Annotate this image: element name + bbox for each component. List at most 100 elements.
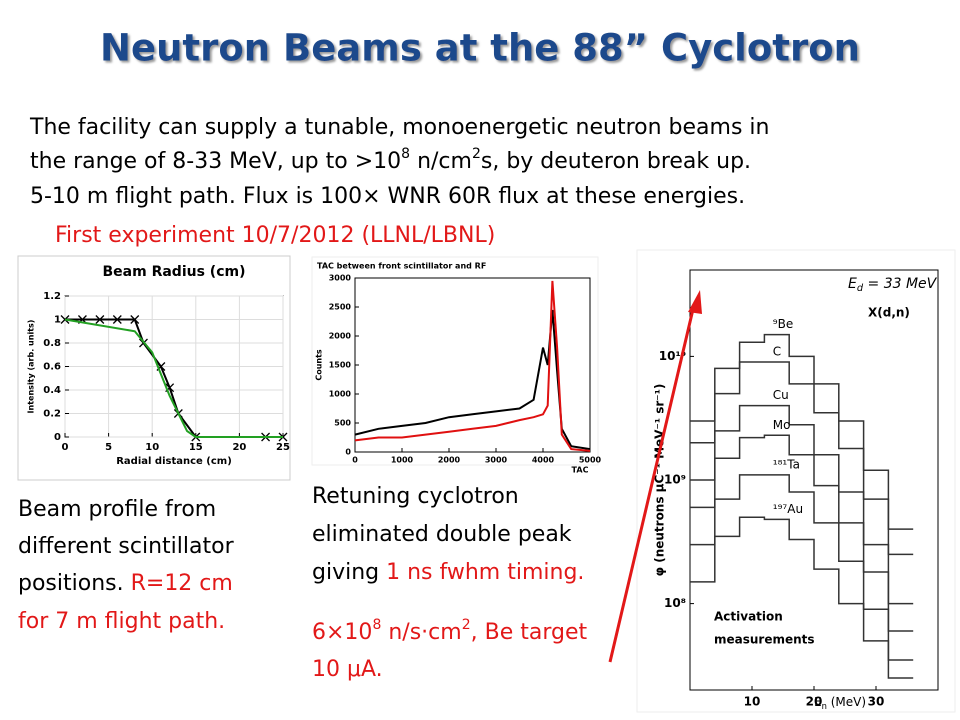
y-tick-label: 0.4 xyxy=(43,385,61,396)
y-tick-label: 1000 xyxy=(329,390,352,399)
y-tick-label: 500 xyxy=(334,419,351,428)
series-step xyxy=(690,516,914,679)
text: s, by deuteron break up. xyxy=(481,149,751,174)
x-tick-label: 30 xyxy=(868,695,885,709)
x-axis-label: TAC xyxy=(572,466,589,475)
chart-title: Ed = 33 MeV xyxy=(848,276,938,294)
text: = 33 MeV xyxy=(863,276,938,292)
text: E xyxy=(848,276,857,292)
arrow xyxy=(608,304,696,663)
x-tick-label: 4000 xyxy=(532,456,555,465)
caption: eliminated double peak xyxy=(312,522,572,547)
annotation: X(d,n) xyxy=(868,306,910,320)
marker xyxy=(130,315,140,324)
y-axis-label: Counts xyxy=(315,349,324,381)
x-tick-label: 1000 xyxy=(391,456,414,465)
x-tick-label: 25 xyxy=(276,442,290,453)
series-step xyxy=(690,333,914,530)
y-tick-label: 0 xyxy=(54,432,61,443)
superscript: 2 xyxy=(472,146,481,162)
series-line xyxy=(354,280,591,452)
x-tick-label: 0 xyxy=(352,456,358,465)
y-tick-label: 3000 xyxy=(329,274,352,283)
series-label: ⁹Be xyxy=(773,317,793,331)
y-tick-label: 0.8 xyxy=(43,338,61,349)
text: the range of 8-33 MeV, up to >10 xyxy=(30,149,401,174)
x-tick-label: 10 xyxy=(744,695,761,709)
text: n/s·cm xyxy=(381,620,461,645)
series-step xyxy=(690,434,914,632)
marker xyxy=(112,315,122,324)
y-axis-label: Intensity (arb. units) xyxy=(27,320,36,414)
text: positions. xyxy=(18,571,131,596)
series-step xyxy=(690,404,914,605)
y-tick-label: 0.2 xyxy=(43,409,61,420)
caption: giving 1 ns fwhm timing. xyxy=(312,560,584,585)
image-frame xyxy=(17,255,291,481)
text: d xyxy=(857,283,864,294)
y-tick-label: 2500 xyxy=(329,303,352,312)
x-tick-label: 20 xyxy=(806,695,823,709)
y-tick-label: 10⁹ xyxy=(664,473,686,487)
text: , Be target xyxy=(471,620,588,645)
flux-note: 10 μA. xyxy=(312,657,383,682)
series-label: Cu xyxy=(773,388,789,402)
flux-note: 6×108 n/s·cm2, Be target xyxy=(312,617,587,645)
y-tick-label: 10⁸ xyxy=(664,596,686,610)
superscript: 8 xyxy=(372,617,381,633)
y-tick-label: 2000 xyxy=(329,332,352,341)
series-label: ¹⁸¹Ta xyxy=(773,457,800,471)
x-tick-label: 15 xyxy=(189,442,203,453)
x-tick-label: 3000 xyxy=(485,456,508,465)
chart-title: Beam Radius (cm) xyxy=(103,264,246,280)
x-tick-label: 0 xyxy=(62,442,69,453)
text: 1 ns fwhm timing. xyxy=(386,560,584,585)
annotation: measurements xyxy=(714,633,815,647)
first-experiment: First experiment 10/7/2012 (LLNL/LBNL) xyxy=(55,223,495,248)
annotation: Activation xyxy=(714,610,783,624)
text: n/cm xyxy=(410,149,472,174)
text: 6×10 xyxy=(312,620,372,645)
body-line: The facility can supply a tunable, monoe… xyxy=(29,115,769,140)
y-tick-label: 1 xyxy=(54,315,61,326)
chart-title: TAC between front scintillator and RF xyxy=(317,262,486,271)
x-tick-label: 5 xyxy=(105,442,112,453)
y-tick-label: 1.2 xyxy=(43,291,61,302)
series-step xyxy=(690,361,914,556)
series-label: C xyxy=(773,345,781,359)
x-axis-label: Radial distance (cm) xyxy=(116,456,232,467)
body-line: 5-10 m flight path. Flux is 100× WNR 60R… xyxy=(30,184,745,209)
x-tick-label: 5000 xyxy=(579,456,602,465)
x-tick-label: 20 xyxy=(232,442,246,453)
y-tick-label: 10¹⁰ xyxy=(659,349,686,363)
superscript: 2 xyxy=(462,617,471,633)
y-axis-label: φ (neutrons μC⁻¹ MeV⁻¹ sr⁻¹) xyxy=(653,384,667,577)
superscript: 8 xyxy=(401,146,410,162)
arrow-head xyxy=(688,290,702,314)
caption: Beam profile from xyxy=(18,497,216,522)
x-axis-label: En (MeV) xyxy=(814,695,866,711)
x-tick-label: 10 xyxy=(145,442,159,453)
y-tick-label: 0 xyxy=(345,448,351,457)
caption: different scintillator xyxy=(18,534,235,559)
text: n xyxy=(822,701,827,711)
caption: for 7 m flight path. xyxy=(18,609,225,634)
text: giving xyxy=(312,560,386,585)
body-line: the range of 8-33 MeV, up to >108 n/cm2s… xyxy=(30,146,751,174)
caption: Retuning cyclotron xyxy=(312,484,519,509)
marker xyxy=(95,315,105,324)
text: (MeV) xyxy=(827,695,866,709)
series-step xyxy=(690,474,914,661)
caption: positions. R=12 cm xyxy=(18,571,233,596)
y-tick-label: 1500 xyxy=(329,361,352,370)
series-label: Mo xyxy=(773,418,791,432)
text: E xyxy=(814,695,822,709)
text: R=12 cm xyxy=(131,571,233,596)
slide-title: Neutron Beams at the 88” Cyclotron xyxy=(100,27,860,70)
x-tick-label: 2000 xyxy=(438,456,461,465)
y-tick-label: 0.6 xyxy=(43,362,61,373)
series-line xyxy=(64,318,283,438)
series-label: ¹⁹⁷Au xyxy=(773,502,803,516)
